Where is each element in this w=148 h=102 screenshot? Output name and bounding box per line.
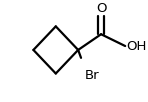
- Text: O: O: [96, 2, 106, 15]
- Text: Br: Br: [85, 69, 100, 82]
- Text: OH: OH: [126, 39, 147, 53]
